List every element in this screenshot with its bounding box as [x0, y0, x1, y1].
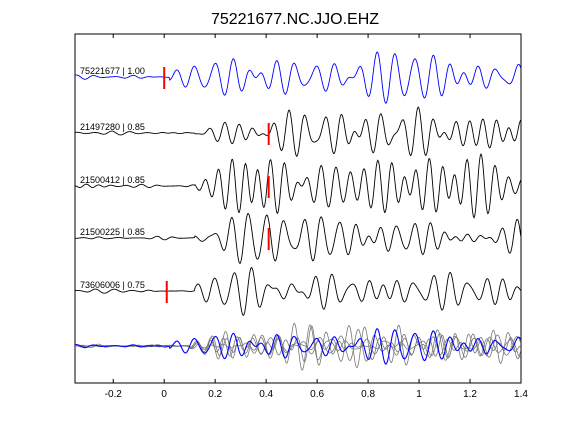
trace-21497280: 21497280 | 0.85 [74, 106, 522, 158]
chart-title: 75221677.NC.JJO.EHZ [211, 11, 379, 28]
x-tick-label: 0.2 [208, 389, 222, 400]
x-tick-label: 1 [416, 389, 422, 400]
x-axis: -0.2 0 0.2 0.4 0.6 0.8 1 1.2 1.4 [105, 34, 528, 400]
trace-line [75, 213, 522, 264]
x-tick-label: 0.8 [361, 389, 375, 400]
trace-label: 21500225 | 0.85 [80, 227, 145, 237]
trace-75221677: 75221677 | 1.00 [74, 51, 522, 104]
x-tick-label: 0.6 [310, 389, 324, 400]
trace-21500412: 21500412 | 0.85 [74, 152, 522, 219]
x-tick-label: 0.4 [259, 389, 273, 400]
trace-line [74, 51, 522, 104]
x-tick-label: 0 [161, 389, 167, 400]
trace-label: 21500412 | 0.85 [80, 175, 145, 185]
trace-label: 21497280 | 0.85 [80, 122, 145, 132]
trace-21500225: 21500225 | 0.85 [75, 213, 522, 264]
trace-line [74, 106, 522, 158]
overlay-layer [74, 322, 522, 371]
x-tick-label: -0.2 [105, 389, 123, 400]
trace-label: 75221677 | 1.00 [80, 66, 145, 76]
plot-frame [74, 33, 522, 384]
x-tick-label: 1.2 [463, 389, 477, 400]
overlay-reference-trace [74, 327, 522, 365]
trace-label: 73606006 | 0.75 [80, 280, 145, 290]
trace-73606006: 73606006 | 0.75 [74, 266, 522, 317]
trace-line [74, 152, 522, 219]
traces-layer: 75221677 | 1.00 21497280 | 0.85 21500412 |… [74, 51, 522, 317]
trace-line [74, 266, 522, 317]
x-tick-label: 1.4 [514, 389, 528, 400]
